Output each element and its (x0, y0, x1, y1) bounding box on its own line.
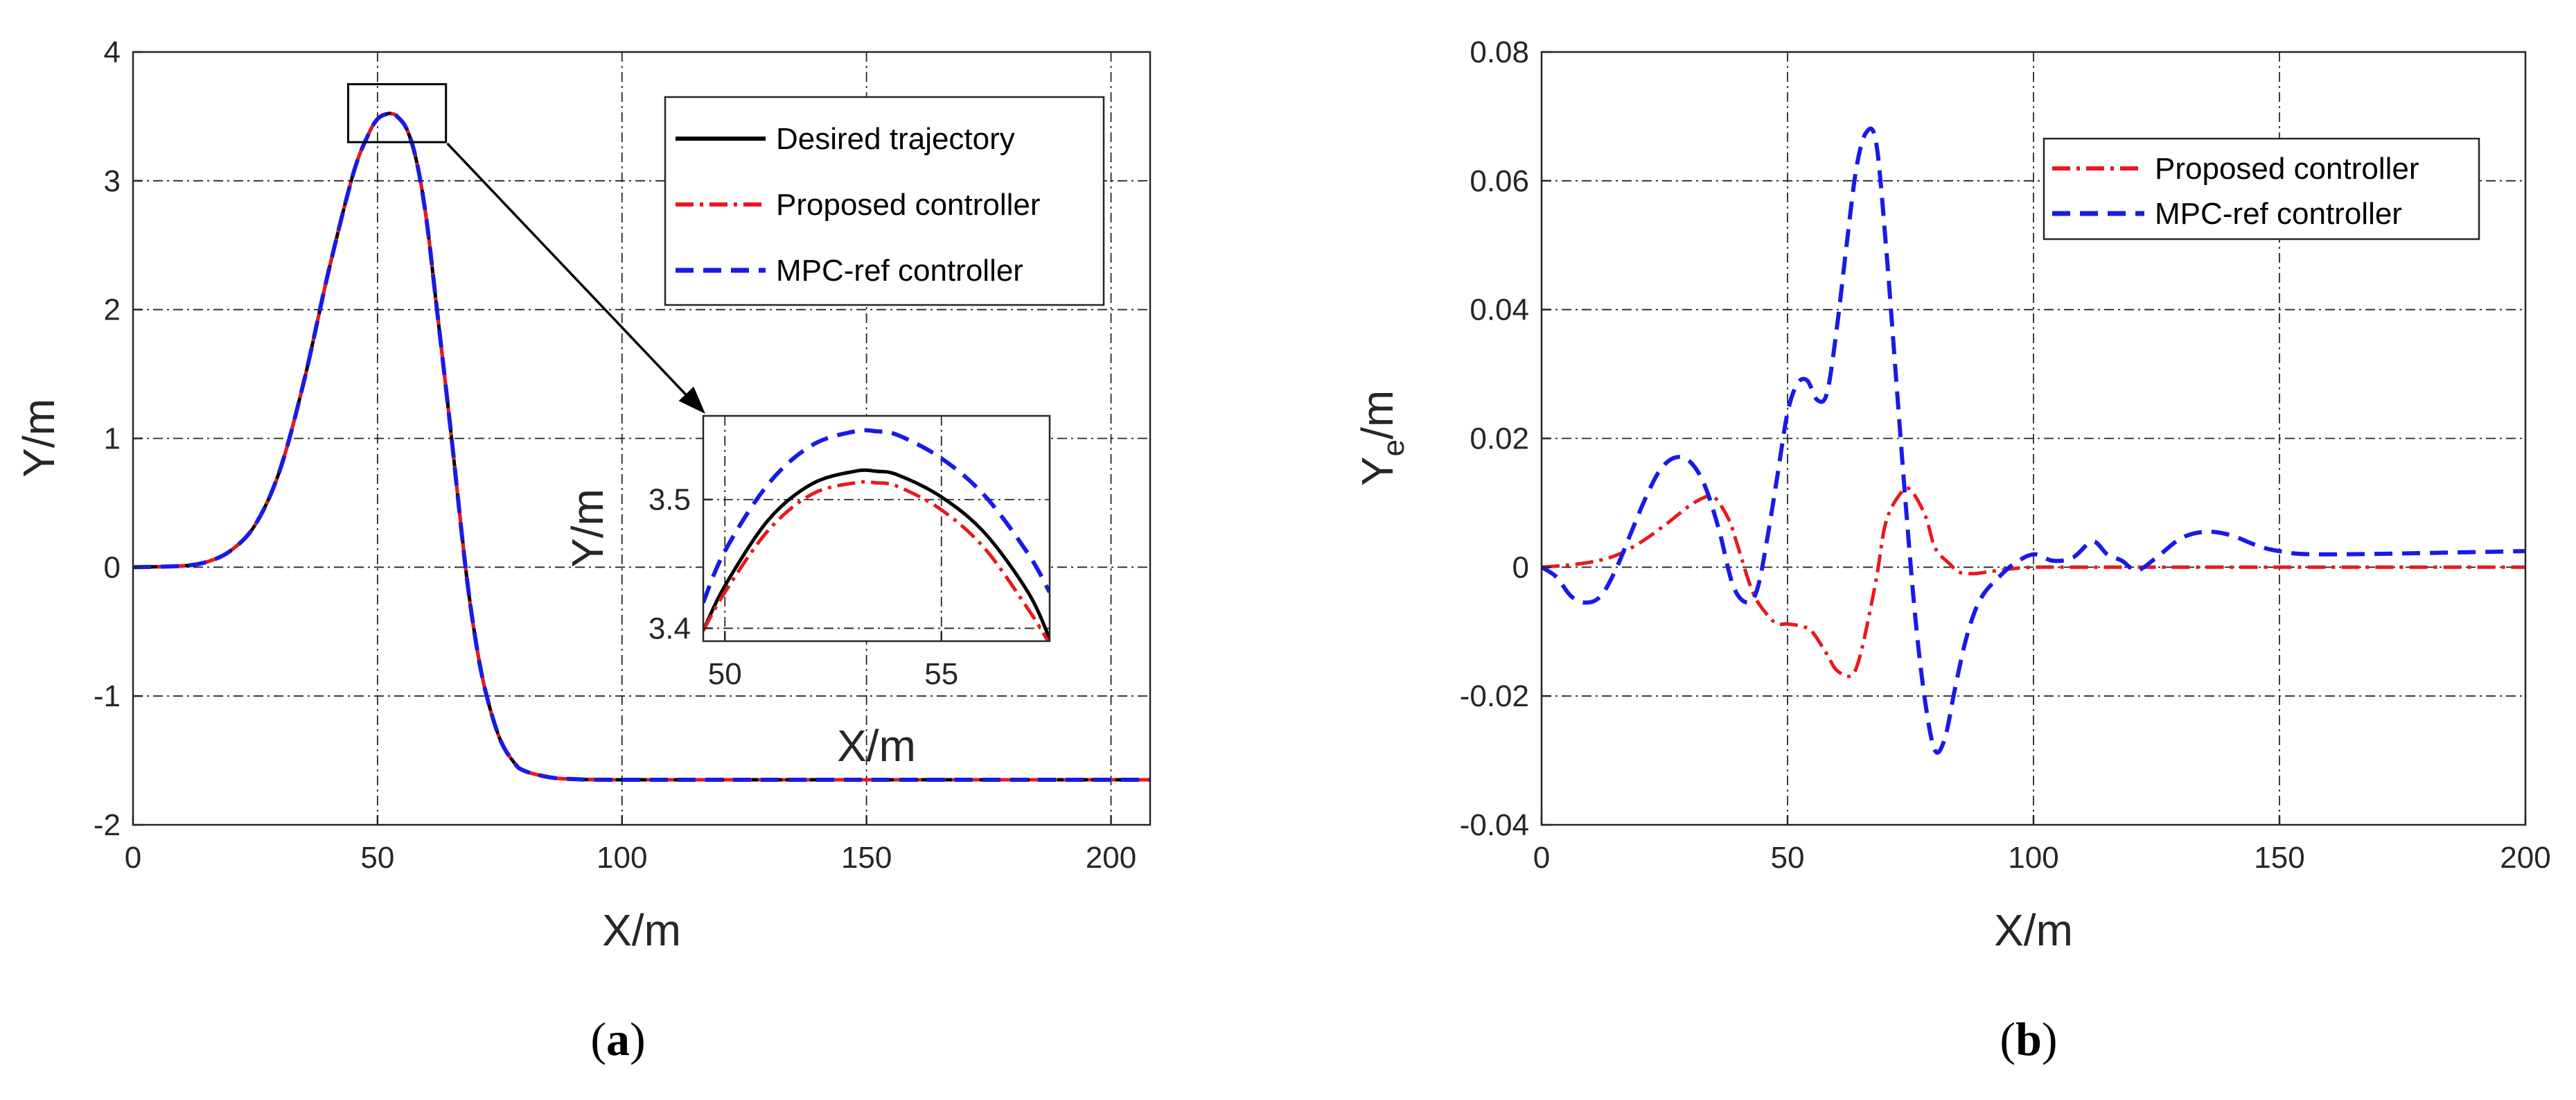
legend-label-mpc-b: MPC-ref controller (2155, 197, 2402, 231)
x-tick-label-b: 0 (1533, 841, 1550, 875)
line-proposed-controller-b (1541, 486, 2525, 679)
x-tick-label-inset: 50 (708, 657, 742, 691)
chart-a: 0 50 100 150 200 -2 -1 0 1 2 3 4 X/m Y/m 50 55 3.4 3.5… (14, 35, 1152, 955)
x-tick-label-a: 200 (1086, 841, 1136, 875)
series-lines-a (132, 111, 1150, 783)
caption-b: (b) (2000, 1013, 2057, 1065)
x-axis-label-a: X/m (602, 905, 681, 955)
tick-labels-b: 0 50 100 150 200 -0.04 -0.02 0 0.02 0.04 0.06 0.08 (1460, 35, 2551, 875)
y-tick-label-b: 0 (1512, 550, 1529, 584)
x-tick-label-a: 50 (360, 841, 394, 875)
zoom-arrow-shaft (446, 142, 694, 403)
chart-b: 0 50 100 150 200-0.04-0.0200.020.040.060.08 … (1352, 35, 2551, 955)
y-tick-label-inset: 3.4 (649, 611, 691, 645)
y-tick-label-a: -1 (94, 679, 121, 713)
inset-y-axis-label: Y/m (563, 489, 612, 568)
y-axis-label-b: Ye/m (1352, 390, 1411, 486)
y-tick-label-inset: 3.5 (649, 483, 691, 517)
legend-box-b (2043, 137, 2480, 241)
inset-x-axis-label: X/m (837, 721, 916, 771)
legend-a: Desired trajectory Proposed controller M… (664, 96, 1105, 306)
legend-b: Proposed controller MPC-ref controller (2043, 137, 2480, 241)
svg-text:Ye/m: Ye/m (1352, 390, 1411, 486)
y-tick-label-a: 0 (104, 550, 121, 584)
y-axis-label-a: Y/m (14, 399, 64, 478)
y-tick-label-a: -2 (94, 808, 121, 842)
y-axis-label-b-main: Y (1352, 456, 1402, 486)
inset-line-proposed (703, 480, 1050, 641)
y-tick-label-a: 2 (104, 293, 121, 327)
x-tick-label-b: 50 (1771, 841, 1805, 875)
inset-line-desired (703, 468, 1050, 640)
line-mpc-ref-controller-a (132, 111, 1150, 783)
y-tick-label-a: 4 (104, 35, 121, 69)
legend-label-proposed-a: Proposed controller (776, 188, 1041, 222)
y-tick-label-b: 0.08 (1470, 35, 1529, 69)
y-tick-label-b: -0.02 (1460, 679, 1529, 713)
tick-labels-a: 0 50 100 150 200 -2 -1 0 1 2 3 4 (94, 35, 1136, 875)
x-tick-label-b: 150 (2254, 841, 2304, 875)
y-tick-label-b: 0.06 (1470, 164, 1529, 198)
inset-line-mpc (703, 428, 1050, 604)
x-tick-label-inset: 55 (924, 657, 958, 691)
caption-b-letter: b (2015, 1013, 2042, 1065)
zoom-arrow-head (678, 386, 705, 414)
x-axis-label-b: X/m (1994, 905, 2073, 955)
caption-a: (a) (590, 1013, 645, 1065)
line-mpc-ref-controller-b (1540, 126, 2526, 755)
inset-frame (702, 414, 1051, 643)
legend-label-desired: Desired trajectory (776, 122, 1015, 156)
legend-label-proposed-b: Proposed controller (2155, 152, 2419, 186)
inset-chart: 50 55 3.4 3.5 X/m Y/m (563, 414, 1051, 771)
y-axis-label-b-tail: /m (1352, 390, 1402, 439)
x-tick-label-a: 150 (841, 841, 892, 875)
x-tick-label-a: 0 (125, 841, 141, 875)
x-tick-label-a: 100 (597, 841, 647, 875)
x-tick-label-b: 100 (2008, 841, 2058, 875)
inset-series-lines (703, 428, 1050, 641)
zoom-box (347, 82, 448, 143)
x-tick-label-b: 200 (2500, 841, 2550, 875)
y-tick-label-a: 1 (104, 422, 121, 456)
y-tick-label-a: 3 (104, 164, 121, 198)
caption-a-letter: a (606, 1013, 630, 1065)
zoom-indicator (347, 82, 705, 414)
y-tick-label-b: 0.04 (1470, 293, 1529, 327)
series-lines-b (1540, 126, 2526, 755)
inset-tick-labels: 50 55 3.4 3.5 (649, 483, 958, 691)
legend-label-mpc-a: MPC-ref controller (776, 254, 1023, 288)
y-tick-label-b: -0.04 (1460, 808, 1529, 842)
y-axis-label-b-sub: e (1377, 439, 1411, 456)
inset-grid (703, 416, 1050, 641)
y-tick-label-b: 0.02 (1470, 422, 1529, 456)
